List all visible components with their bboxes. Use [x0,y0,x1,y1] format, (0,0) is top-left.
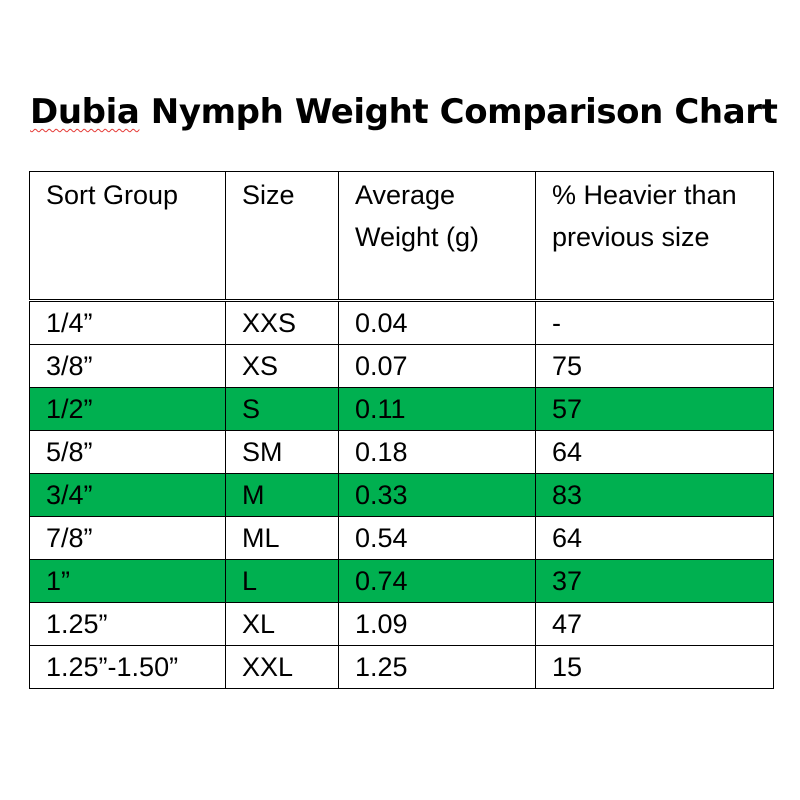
cell-percent-heavier: 37 [535,559,774,603]
table-header-row: Sort Group Size Average Weight (g) % Hea… [29,171,774,301]
cell-percent-heavier: 15 [535,645,774,689]
cell-sort-group: 3/4” [29,473,226,517]
title-first-word: Dubia [30,92,140,132]
cell-sort-group: 1/4” [29,300,226,345]
cell-average-weight: 0.33 [338,473,536,517]
cell-percent-heavier: - [535,300,774,345]
cell-average-weight: 0.74 [338,559,536,603]
cell-percent-heavier: 57 [535,387,774,431]
title-rest: Nymph Weight Comparison Chart [139,92,778,132]
table-row: 3/4” M 0.33 83 [29,473,774,517]
cell-size: XXS [225,300,339,345]
table-row: 1/4” XXS 0.04 - [29,300,774,345]
table-body: 1/4” XXS 0.04 - 3/8” XS 0.07 75 1/2” S 0… [29,300,774,689]
cell-sort-group: 5/8” [29,430,226,474]
table-row: 3/8” XS 0.07 75 [29,344,774,388]
table-row: 1.25”-1.50” XXL 1.25 15 [29,645,774,689]
table-row: 7/8” ML 0.54 64 [29,516,774,560]
cell-percent-heavier: 47 [535,602,774,646]
cell-size: XL [225,602,339,646]
page-title: Dubia Nymph Weight Comparison Chart [30,92,778,132]
header-sort-group: Sort Group [29,171,226,301]
cell-percent-heavier: 75 [535,344,774,388]
cell-average-weight: 0.04 [338,300,536,345]
table-row: 5/8” SM 0.18 64 [29,430,774,474]
cell-size: SM [225,430,339,474]
cell-percent-heavier: 83 [535,473,774,517]
cell-percent-heavier: 64 [535,516,774,560]
cell-percent-heavier: 64 [535,430,774,474]
cell-sort-group: 1/2” [29,387,226,431]
cell-sort-group: 3/8” [29,344,226,388]
cell-average-weight: 1.25 [338,645,536,689]
cell-sort-group: 1” [29,559,226,603]
table-row: 1/2” S 0.11 57 [29,387,774,431]
cell-size: S [225,387,339,431]
cell-average-weight: 0.11 [338,387,536,431]
table-row: 1.25” XL 1.09 47 [29,602,774,646]
cell-size: L [225,559,339,603]
cell-sort-group: 7/8” [29,516,226,560]
cell-average-weight: 1.09 [338,602,536,646]
cell-size: M [225,473,339,517]
header-size: Size [225,171,339,301]
cell-sort-group: 1.25” [29,602,226,646]
weight-comparison-table: Sort Group Size Average Weight (g) % Hea… [29,171,774,689]
cell-average-weight: 0.54 [338,516,536,560]
header-percent-heavier: % Heavier than previous size [535,171,774,301]
cell-average-weight: 0.07 [338,344,536,388]
cell-size: XS [225,344,339,388]
header-average-weight: Average Weight (g) [338,171,536,301]
table-row: 1” L 0.74 37 [29,559,774,603]
cell-sort-group: 1.25”-1.50” [29,645,226,689]
cell-size: ML [225,516,339,560]
cell-size: XXL [225,645,339,689]
cell-average-weight: 0.18 [338,430,536,474]
